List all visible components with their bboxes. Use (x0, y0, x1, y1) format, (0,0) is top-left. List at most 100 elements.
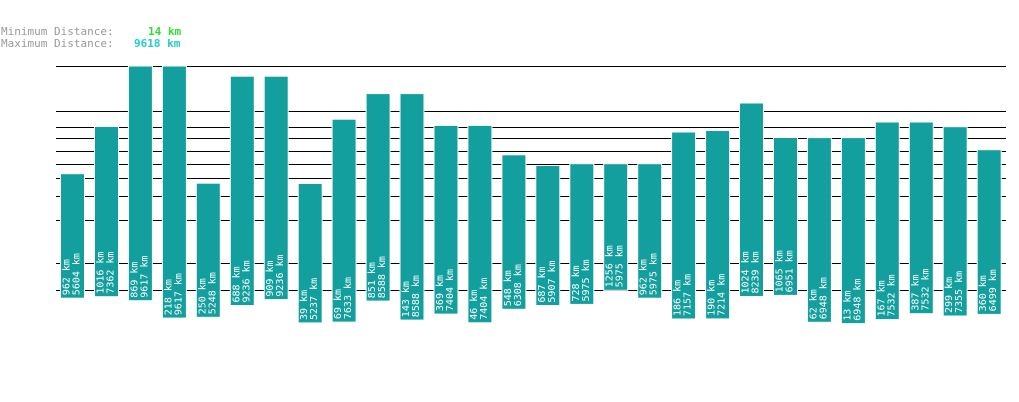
range-bar (297, 183, 323, 324)
bar-group: 1256 km 5975 km (603, 163, 629, 291)
maximum-distance-row: Maximum Distance: 9618 km (1, 37, 180, 50)
minimum-distance-value: 14 km (148, 25, 182, 38)
bar-lower-label: 369 km (435, 275, 446, 311)
bar-upper-label: 6948 km (852, 279, 863, 321)
bar-group: 1016 km 7362 km (94, 126, 119, 298)
bar-lower-label: 548 km (503, 270, 514, 306)
range-bar (908, 121, 934, 315)
range-bar (229, 75, 255, 306)
bar-upper-label: 7362 km (106, 252, 117, 294)
bar-group: 387 km 7532 km (908, 121, 934, 315)
bar-group: 13 km 6948 km (840, 137, 866, 325)
bar-group: 1065 km 6951 km (773, 137, 798, 296)
bar-upper-label: 7404 km (445, 269, 456, 311)
bar-upper-label: 5604 km (72, 253, 83, 295)
bar-lower-label: 167 km (876, 280, 887, 316)
bar-lower-label: 250 km (197, 278, 208, 314)
range-bar (705, 130, 731, 320)
bar-group: 46 km 7404 km (467, 124, 493, 324)
range-bar (874, 121, 900, 321)
bar-upper-label: 9617 km (173, 273, 184, 315)
range-bar (365, 93, 391, 302)
bar-upper-label: 5975 km (649, 253, 660, 295)
bar-group: 250 km 5248 km (195, 182, 221, 318)
bar-lower-label: 62 km (808, 289, 819, 319)
maximum-distance-value: 9618 km (134, 37, 181, 50)
bar-lower-label: 39 km (299, 290, 310, 320)
bar-lower-label: 1256 km (605, 245, 616, 287)
bar-series: 962 km 5604 km 1016 km 7362 km 869 km 9617 km… (60, 65, 1002, 325)
range-bar (433, 124, 459, 315)
range-bar (773, 137, 798, 296)
bar-lower-label: 360 km (978, 275, 989, 311)
bar-group: 909 km 9236 km (263, 75, 289, 301)
range-bar (94, 126, 119, 298)
bar-group: 69 km 7633 km (331, 118, 357, 323)
bar-group: 869 km 9617 km (127, 65, 153, 302)
bar-upper-label: 8239 km (751, 251, 762, 293)
bar-group: 143 km 8588 km (399, 93, 425, 321)
bar-lower-label: 688 km (231, 266, 242, 302)
bar-group: 369 km 7404 km (433, 124, 459, 315)
bar-lower-label: 687 km (537, 266, 548, 302)
bar-lower-label: 869 km (129, 262, 140, 298)
bar-upper-label: 9236 km (275, 254, 286, 296)
bar-group: 728 km 5975 km (569, 163, 595, 305)
bar-lower-label: 387 km (910, 274, 921, 310)
bar-upper-label: 7404 km (479, 278, 490, 320)
bar-upper-label: 7214 km (717, 274, 728, 316)
bar-lower-label: 143 km (401, 281, 412, 317)
bar-lower-label: 1065 km (775, 250, 786, 292)
bar-upper-label: 7532 km (920, 268, 931, 310)
bar-lower-label: 69 km (333, 289, 344, 319)
bar-upper-label: 8588 km (411, 275, 422, 317)
range-bar (671, 131, 697, 320)
bar-upper-label: 5975 km (581, 259, 592, 301)
bar-group: 1024 km 8239 km (739, 102, 764, 297)
bar-lower-label: 1024 km (741, 251, 752, 293)
minimum-distance-label: Minimum Distance: (1, 25, 114, 38)
bar-lower-label: 962 km (62, 259, 73, 295)
bar-upper-label: 6499 km (988, 269, 999, 311)
bar-upper-label: 7532 km (886, 274, 897, 316)
bar-upper-label: 9617 km (139, 256, 150, 298)
range-bar (603, 163, 629, 291)
bar-lower-label: 299 km (944, 277, 955, 313)
bar-group: 548 km 6308 km (501, 154, 527, 310)
bar-group: 962 km 5975 km (637, 163, 663, 299)
bar-group: 186 km 7157 km (671, 131, 697, 320)
range-bar (127, 65, 153, 302)
range-bar (60, 173, 85, 299)
bar-group: 688 km 9236 km (229, 75, 255, 306)
bar-lower-label: 13 km (842, 291, 853, 321)
bar-lower-label: 962 km (639, 259, 650, 295)
bar-upper-label: 6948 km (818, 277, 829, 319)
bar-group: 190 km 7214 km (705, 130, 731, 320)
range-bar (840, 137, 866, 325)
bar-upper-label: 7157 km (683, 274, 694, 316)
bar-lower-label: 1016 km (96, 252, 107, 294)
bar-group: 360 km 6499 km (976, 149, 1002, 315)
bar-lower-label: 190 km (707, 280, 718, 316)
range-bar (942, 126, 968, 317)
bar-upper-label: 5907 km (547, 260, 558, 302)
range-bar (976, 149, 1002, 315)
range-bar (535, 165, 561, 306)
bar-group: 39 km 5237 km (297, 183, 323, 324)
bar-group: 687 km 5907 km (535, 165, 561, 306)
range-bar (569, 163, 595, 305)
range-bar (501, 154, 527, 310)
bar-lower-label: 909 km (265, 260, 276, 296)
bar-lower-label: 46 km (469, 290, 480, 320)
bar-lower-label: 218 km (163, 279, 174, 315)
bar-group: 851 km 8588 km (365, 93, 391, 302)
maximum-distance-label: Maximum Distance: (1, 37, 114, 50)
range-bar (161, 65, 187, 319)
range-bar (263, 75, 289, 301)
minimum-distance-row: Minimum Distance: 14 km (1, 25, 181, 38)
range-bar (195, 182, 221, 318)
range-bar (637, 163, 663, 299)
bar-upper-label: 5975 km (615, 245, 626, 287)
bar-upper-label: 7633 km (343, 277, 354, 319)
